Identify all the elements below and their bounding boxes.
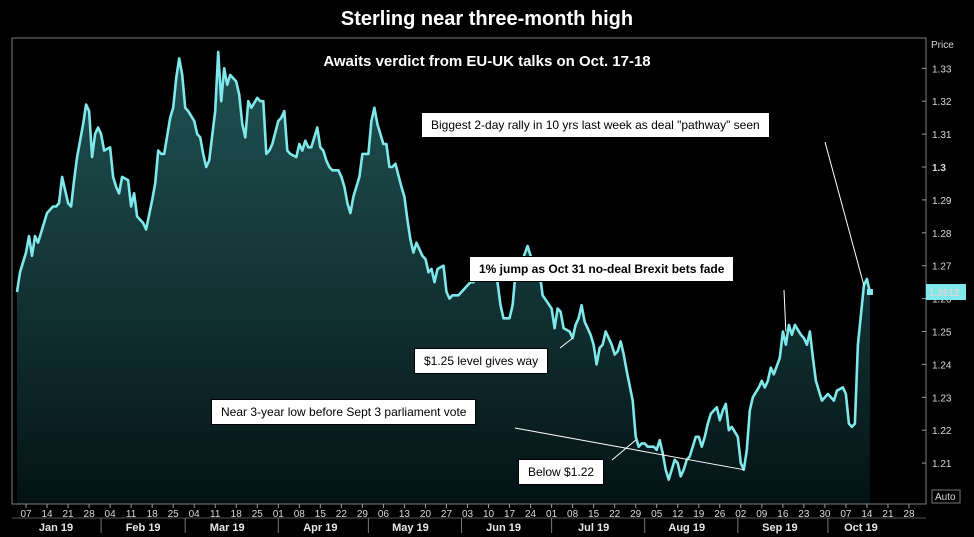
x-tick-label: 18 <box>231 509 243 520</box>
x-tick-label: 12 <box>672 509 684 520</box>
annotation-leader-line <box>611 439 637 461</box>
last-value-label: 1.2612 <box>929 288 960 299</box>
y-tick-label: 1.3 <box>932 163 946 174</box>
month-label: Aug 19 <box>668 522 705 534</box>
y-tick-label: 1.28 <box>932 229 952 240</box>
annotation-biggest-rally: Biggest 2-day rally in 10 yrs last week … <box>421 112 770 138</box>
x-tick-label: 11 <box>210 509 221 520</box>
auto-box[interactable] <box>931 489 961 504</box>
y-tick-label: 1.26 <box>932 295 952 306</box>
y-tick-label: 1.25 <box>932 328 952 339</box>
x-tick-label: 25 <box>168 509 180 520</box>
x-tick-label: 16 <box>777 509 789 520</box>
x-tick-label: 11 <box>126 509 137 520</box>
month-label: Sep 19 <box>762 522 797 534</box>
y-tick-label: 1.27 <box>932 262 952 273</box>
x-tick-label: 22 <box>609 509 621 520</box>
month-label: Feb 19 <box>126 522 161 534</box>
x-tick-label: 22 <box>336 509 348 520</box>
y-tick-label: 1.23 <box>932 393 952 404</box>
x-tick-label: 01 <box>546 509 558 520</box>
series-line <box>15 50 872 481</box>
y-tick-label: 1.22 <box>932 426 952 437</box>
x-tick-label: 18 <box>147 509 159 520</box>
x-tick-label: 25 <box>252 509 264 520</box>
x-tick-label: 29 <box>630 509 642 520</box>
annotation-leader-line <box>559 337 573 349</box>
line-layer <box>15 50 873 481</box>
last-point-marker <box>866 289 873 296</box>
x-tick-label: 09 <box>756 509 768 520</box>
x-tick-label: 03 <box>462 509 474 520</box>
y-tick-label: 1.32 <box>932 97 952 108</box>
x-tick-label: 21 <box>62 509 74 520</box>
annotation-125-level: $1.25 level gives way <box>414 348 549 374</box>
y-tick-label: 1.31 <box>932 130 952 141</box>
y-axis-label: Price <box>931 40 954 51</box>
x-tick-label: 01 <box>273 509 285 520</box>
x-tick-label: 26 <box>714 509 726 520</box>
x-tick-label: 29 <box>357 509 369 520</box>
x-tick-label: 04 <box>189 509 201 520</box>
x-tick-label: 08 <box>294 509 306 520</box>
month-label: Apr 19 <box>303 522 337 534</box>
annotation-leader-line <box>783 289 787 332</box>
x-tick-label: 04 <box>105 509 117 520</box>
annotation-no-deal-bets: 1% jump as Oct 31 no-deal Brexit bets fa… <box>469 256 735 282</box>
x-axis: 07 14 21 28 04 11 18 25 04 11 18 25 01 08 15 22 29 06 13 20… <box>12 503 926 534</box>
x-tick-label: 05 <box>651 509 663 520</box>
area-layer <box>17 51 870 505</box>
annotation-leader-line <box>514 427 744 471</box>
y-tick-label: 1.29 <box>932 196 952 207</box>
x-tick-label: 28 <box>903 509 915 520</box>
month-label: Jan 19 <box>39 522 73 534</box>
x-tick-label: 08 <box>567 509 579 520</box>
x-tick-label: 30 <box>819 509 831 520</box>
annotation-leader-line <box>824 141 865 286</box>
y-tick-label: 1.24 <box>932 360 952 371</box>
auto-label[interactable]: Auto <box>935 492 956 503</box>
month-label: Jul 19 <box>578 522 609 534</box>
y-tick-label: 1.21 <box>932 459 952 470</box>
leader-layer <box>514 141 865 471</box>
x-tick-label: 17 <box>504 509 516 520</box>
last-value-tag <box>926 284 966 301</box>
x-tick-label: 13 <box>399 509 411 520</box>
month-label: May 19 <box>392 522 429 534</box>
month-label: Oct 19 <box>844 522 878 534</box>
x-tick-label: 15 <box>315 509 327 520</box>
x-tick-label: 07 <box>840 509 852 520</box>
x-tick-label: 27 <box>441 509 453 520</box>
x-tick-label: 14 <box>41 509 53 520</box>
annotation-3-year-low: Near 3-year low before Sept 3 parliament… <box>211 399 477 425</box>
x-tick-label: 21 <box>882 509 894 520</box>
x-tick-label: 02 <box>735 509 747 520</box>
x-tick-label: 23 <box>798 509 810 520</box>
chart-subtitle: Awaits verdict from EU-UK talks on Oct. … <box>323 53 651 70</box>
x-tick-label: 14 <box>861 509 873 520</box>
x-tick-label: 19 <box>693 509 705 520</box>
x-tick-label: 15 <box>588 509 600 520</box>
y-axis: Price 1.21 1.22 1.23 1.24 1.25 1.26 1.27 1.28 1.2… <box>922 40 966 504</box>
chart-title: Sterling near three-month high <box>340 8 634 30</box>
x-tick-label: 07 <box>20 509 32 520</box>
x-tick-label: 24 <box>525 509 537 520</box>
y-tick-label: 1.33 <box>932 64 952 75</box>
x-tick-label: 06 <box>378 509 390 520</box>
x-tick-label: 20 <box>420 509 432 520</box>
x-tick-label: 10 <box>483 509 495 520</box>
x-tick-label: 28 <box>84 509 96 520</box>
annotation-below-122: Below $1.22 <box>518 459 605 485</box>
month-label: Jun 19 <box>486 522 521 534</box>
month-label: Mar 19 <box>210 522 245 534</box>
series-area <box>17 51 870 505</box>
